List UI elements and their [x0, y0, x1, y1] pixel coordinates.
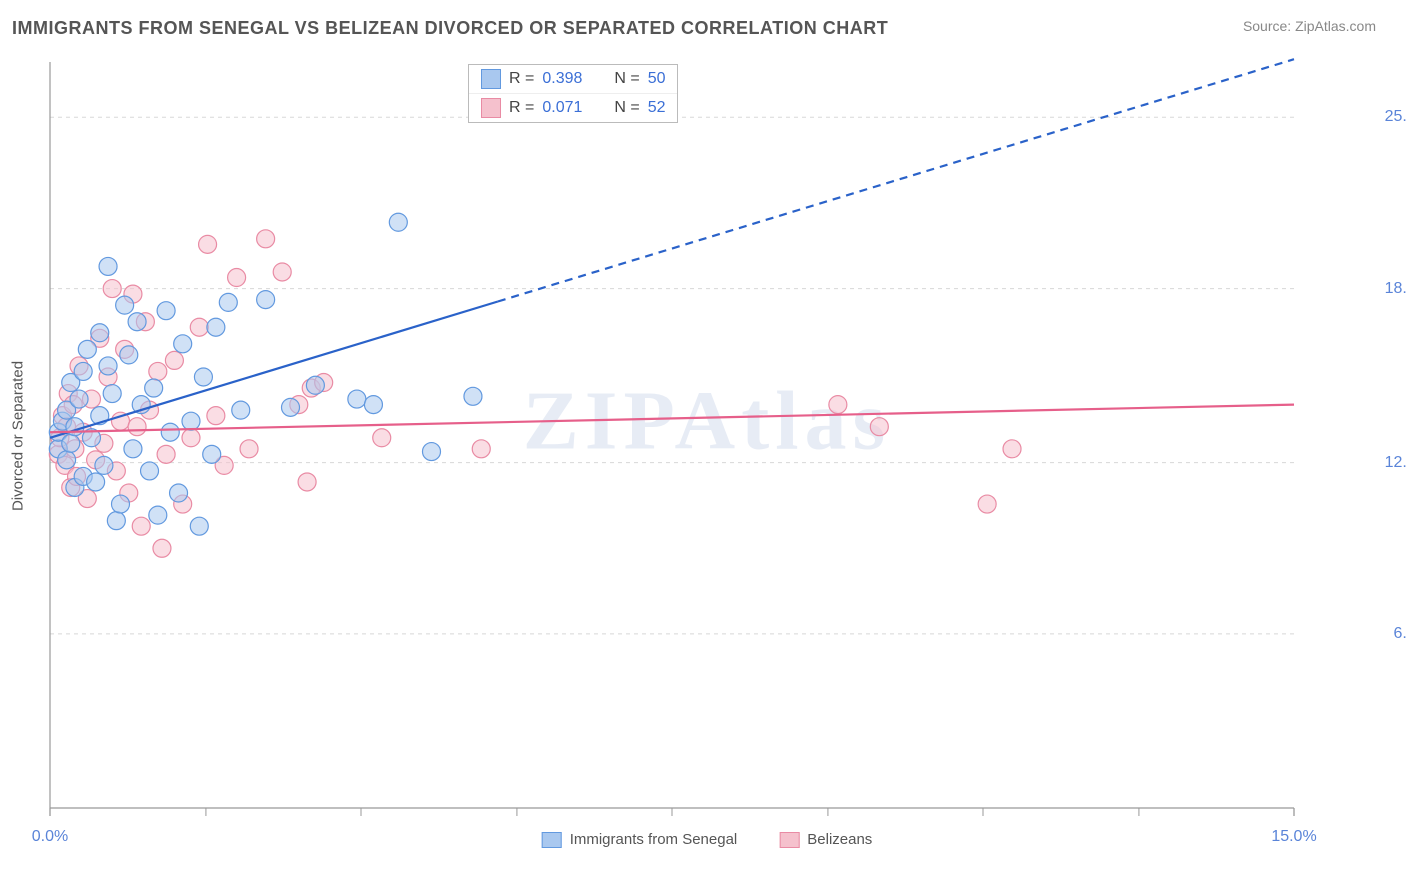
n-value-senegal: 50	[648, 70, 666, 88]
swatch-belizeans	[481, 98, 501, 118]
r-label: R =	[509, 70, 534, 88]
correlation-chart: Divorced or Separated ZIPAtlas R = 0.398…	[48, 56, 1366, 816]
stats-row-senegal: R = 0.398 N = 50	[469, 65, 677, 93]
swatch-senegal	[481, 69, 501, 89]
y-tick-label: 12.5%	[1385, 454, 1406, 472]
y-tick-label: 6.3%	[1394, 625, 1406, 643]
legend-swatch-belizeans	[779, 832, 799, 848]
legend-item-senegal: Immigrants from Senegal	[542, 831, 738, 848]
stats-legend: R = 0.398 N = 50 R = 0.071 N = 52	[468, 64, 678, 123]
x-tick-label: 15.0%	[1271, 828, 1316, 846]
legend-label-belizeans: Belizeans	[807, 831, 872, 848]
legend-label-senegal: Immigrants from Senegal	[570, 831, 738, 848]
header: IMMIGRANTS FROM SENEGAL VS BELIZEAN DIVO…	[0, 0, 1406, 47]
y-axis-label: Divorced or Separated	[10, 361, 27, 511]
legend-swatch-senegal	[542, 832, 562, 848]
page-title: IMMIGRANTS FROM SENEGAL VS BELIZEAN DIVO…	[12, 18, 888, 39]
r-value-senegal: 0.398	[542, 70, 596, 88]
r-value-belizeans: 0.071	[542, 99, 596, 117]
source-label: Source:	[1243, 18, 1291, 34]
series-legend: Immigrants from Senegal Belizeans	[542, 831, 873, 848]
n-label: N =	[614, 99, 639, 117]
n-label: N =	[614, 70, 639, 88]
y-tick-label: 25.0%	[1385, 108, 1406, 126]
source-name: ZipAtlas.com	[1295, 18, 1376, 34]
x-tick-label: 0.0%	[32, 828, 68, 846]
stats-row-belizeans: R = 0.071 N = 52	[469, 93, 677, 122]
plot-svg	[48, 56, 1366, 816]
legend-item-belizeans: Belizeans	[779, 831, 872, 848]
n-value-belizeans: 52	[648, 99, 666, 117]
r-label: R =	[509, 99, 534, 117]
y-tick-label: 18.8%	[1385, 280, 1406, 298]
source-credit: Source: ZipAtlas.com	[1243, 18, 1376, 34]
